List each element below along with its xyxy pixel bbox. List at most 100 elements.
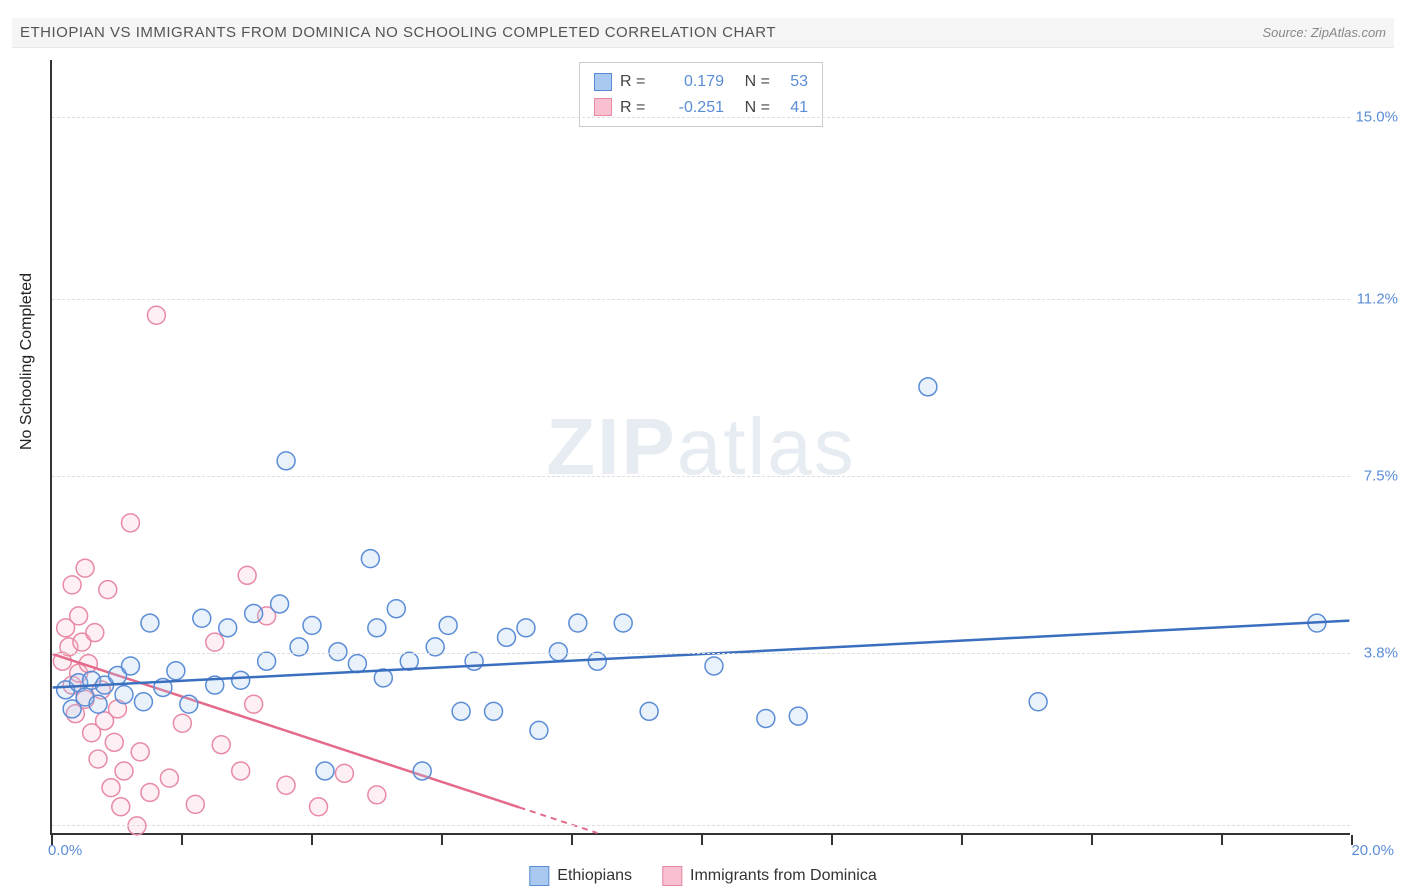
scatter-point-ethiopians bbox=[919, 378, 937, 396]
scatter-point-ethiopians bbox=[167, 662, 185, 680]
stat-r-label: R = bbox=[620, 69, 656, 95]
scatter-point-dominica bbox=[206, 633, 224, 651]
legend-label-ethiopians: Ethiopians bbox=[557, 867, 632, 885]
scatter-point-dominica bbox=[141, 783, 159, 801]
scatter-point-dominica bbox=[70, 607, 88, 625]
scatter-point-ethiopians bbox=[439, 616, 457, 634]
scatter-point-dominica bbox=[115, 762, 133, 780]
scatter-point-dominica bbox=[112, 798, 130, 816]
scatter-point-ethiopians bbox=[316, 762, 334, 780]
y-tick-label: 7.5% bbox=[1364, 468, 1398, 485]
scatter-point-ethiopians bbox=[121, 657, 139, 675]
scatter-point-dominica bbox=[131, 743, 149, 761]
legend-item-ethiopians: Ethiopians bbox=[529, 866, 632, 886]
trend-line-dashed-dominica bbox=[519, 807, 597, 833]
scatter-point-ethiopians bbox=[219, 619, 237, 637]
scatter-point-ethiopians bbox=[245, 605, 263, 623]
scatter-point-ethiopians bbox=[413, 762, 431, 780]
scatter-point-ethiopians bbox=[789, 707, 807, 725]
grid-line bbox=[52, 117, 1350, 118]
scatter-point-ethiopians bbox=[115, 686, 133, 704]
scatter-point-dominica bbox=[147, 306, 165, 324]
chart-container: ETHIOPIAN VS IMMIGRANTS FROM DOMINICA NO… bbox=[0, 0, 1406, 892]
legend-swatch-ethiopians bbox=[529, 866, 549, 886]
scatter-point-ethiopians bbox=[452, 702, 470, 720]
scatter-point-ethiopians bbox=[640, 702, 658, 720]
scatter-point-ethiopians bbox=[277, 452, 295, 470]
chart-source: Source: ZipAtlas.com bbox=[1262, 25, 1386, 40]
scatter-point-ethiopians bbox=[368, 619, 386, 637]
scatter-point-dominica bbox=[310, 798, 328, 816]
scatter-point-ethiopians bbox=[180, 695, 198, 713]
scatter-point-ethiopians bbox=[134, 693, 152, 711]
chart-title: ETHIOPIAN VS IMMIGRANTS FROM DOMINICA NO… bbox=[20, 24, 776, 41]
y-tick-label: 11.2% bbox=[1357, 291, 1398, 308]
scatter-point-ethiopians bbox=[569, 614, 587, 632]
scatter-point-ethiopians bbox=[485, 702, 503, 720]
grid-line bbox=[52, 653, 1350, 654]
scatter-point-dominica bbox=[105, 733, 123, 751]
legend-swatch-dominica bbox=[662, 866, 682, 886]
stat-r-label-2: R = bbox=[620, 95, 656, 121]
x-tick bbox=[311, 835, 313, 845]
bottom-legend: Ethiopians Immigrants from Dominica bbox=[529, 866, 876, 886]
stat-row-dominica: R = -0.251 N = 41 bbox=[594, 95, 808, 121]
grid-line bbox=[52, 825, 1350, 826]
y-tick-label: 3.8% bbox=[1364, 645, 1398, 662]
scatter-point-dominica bbox=[238, 566, 256, 584]
scatter-point-dominica bbox=[368, 786, 386, 804]
scatter-point-dominica bbox=[86, 624, 104, 642]
scatter-point-ethiopians bbox=[89, 695, 107, 713]
scatter-point-ethiopians bbox=[498, 628, 516, 646]
scatter-point-ethiopians bbox=[530, 721, 548, 739]
stat-r-dominica: -0.251 bbox=[664, 95, 724, 121]
scatter-svg bbox=[52, 60, 1350, 833]
x-tick bbox=[961, 835, 963, 845]
stat-swatch-ethiopians bbox=[594, 73, 612, 91]
legend-label-dominica: Immigrants from Dominica bbox=[690, 867, 877, 885]
stat-n-ethiopians: 53 bbox=[778, 69, 808, 95]
scatter-point-ethiopians bbox=[705, 657, 723, 675]
title-bar: ETHIOPIAN VS IMMIGRANTS FROM DOMINICA NO… bbox=[12, 18, 1394, 48]
scatter-point-ethiopians bbox=[549, 643, 567, 661]
scatter-point-ethiopians bbox=[141, 614, 159, 632]
x-tick bbox=[181, 835, 183, 845]
scatter-point-dominica bbox=[245, 695, 263, 713]
x-tick bbox=[441, 835, 443, 845]
scatter-point-ethiopians bbox=[465, 652, 483, 670]
scatter-point-dominica bbox=[76, 559, 94, 577]
y-axis-title: No Schooling Completed bbox=[18, 273, 36, 450]
x-tick bbox=[831, 835, 833, 845]
scatter-point-dominica bbox=[89, 750, 107, 768]
scatter-point-dominica bbox=[277, 776, 295, 794]
stat-r-ethiopians: 0.179 bbox=[664, 69, 724, 95]
stat-n-label-2: N = bbox=[740, 95, 770, 121]
x-tick bbox=[1091, 835, 1093, 845]
plot-area: ZIPatlas R = 0.179 N = 53 R = -0.251 N =… bbox=[50, 60, 1350, 835]
scatter-point-dominica bbox=[121, 514, 139, 532]
x-tick bbox=[571, 835, 573, 845]
x-tick bbox=[701, 835, 703, 845]
scatter-point-ethiopians bbox=[329, 643, 347, 661]
scatter-point-ethiopians bbox=[757, 710, 775, 728]
scatter-point-ethiopians bbox=[361, 550, 379, 568]
stat-row-ethiopians: R = 0.179 N = 53 bbox=[594, 69, 808, 95]
legend-item-dominica: Immigrants from Dominica bbox=[662, 866, 877, 886]
grid-line bbox=[52, 476, 1350, 477]
scatter-point-ethiopians bbox=[232, 671, 250, 689]
stat-n-dominica: 41 bbox=[778, 95, 808, 121]
x-tick-label: 20.0% bbox=[1351, 842, 1394, 859]
scatter-point-dominica bbox=[232, 762, 250, 780]
scatter-point-dominica bbox=[212, 736, 230, 754]
scatter-point-ethiopians bbox=[387, 600, 405, 618]
scatter-point-ethiopians bbox=[348, 655, 366, 673]
scatter-point-dominica bbox=[63, 576, 81, 594]
scatter-point-ethiopians bbox=[588, 652, 606, 670]
scatter-point-dominica bbox=[99, 581, 117, 599]
scatter-point-ethiopians bbox=[400, 652, 418, 670]
scatter-point-ethiopians bbox=[271, 595, 289, 613]
scatter-point-ethiopians bbox=[1029, 693, 1047, 711]
scatter-point-ethiopians bbox=[193, 609, 211, 627]
scatter-point-dominica bbox=[102, 779, 120, 797]
y-tick-label: 15.0% bbox=[1355, 109, 1398, 126]
